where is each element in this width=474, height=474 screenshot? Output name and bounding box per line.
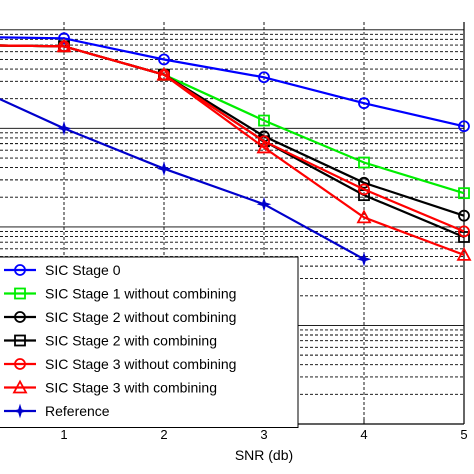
legend-label: SIC Stage 1 without combining	[45, 286, 236, 302]
legend-label: SIC Stage 3 without combining	[45, 356, 236, 372]
series-line	[0, 36, 465, 128]
series-5	[0, 38, 472, 261]
series-4	[0, 40, 470, 238]
legend-marker	[14, 264, 26, 276]
data-point	[56, 120, 72, 136]
series-1	[0, 40, 470, 200]
legend-marker	[14, 334, 26, 347]
data-point	[156, 66, 172, 81]
data-point	[58, 32, 70, 45]
legend-entry: SIC Stage 3 without combining	[4, 356, 236, 372]
legend-marker	[12, 379, 28, 394]
legend-label: SIC Stage 3 with combining	[45, 380, 217, 396]
x-tick-label: 5	[460, 427, 467, 442]
data-point	[358, 97, 370, 110]
x-axis-label: SNR (db)	[235, 447, 293, 463]
series-0	[0, 32, 470, 133]
legend-marker	[14, 311, 26, 323]
data-point	[358, 156, 370, 169]
legend-entry: Reference	[4, 403, 110, 419]
data-point	[458, 187, 470, 200]
x-tick-label: 1	[60, 427, 67, 442]
data-point	[358, 176, 370, 189]
data-point	[158, 53, 170, 66]
legend-entry: SIC Stage 3 with combining	[4, 380, 217, 396]
data-point	[458, 231, 470, 243]
x-tick-labels: 1 2 3 4 5	[60, 427, 467, 442]
data-point	[356, 209, 372, 224]
legend-entry: SIC Stage 2 without combining	[4, 309, 236, 325]
legend-marker	[14, 358, 26, 370]
legend-box	[0, 256, 299, 428]
legend-label: Reference	[45, 403, 110, 419]
data-point	[256, 139, 272, 154]
legend-label: SIC Stage 2 with combining	[45, 333, 217, 349]
series-line	[0, 98, 365, 261]
data-point	[156, 161, 172, 177]
data-point	[56, 38, 72, 53]
data-point	[258, 71, 270, 84]
series-lines	[0, 32, 472, 267]
data-point	[256, 196, 272, 212]
legend-label: SIC Stage 0	[45, 262, 121, 278]
data-point	[458, 225, 470, 238]
x-tick-label: 3	[260, 427, 267, 442]
data-point	[458, 209, 470, 222]
data-point	[356, 251, 372, 267]
data-point	[456, 247, 472, 261]
x-tick-label: 4	[360, 427, 367, 442]
x-tick-label: 2	[160, 427, 167, 442]
legend-entry: SIC Stage 2 with combining	[4, 333, 217, 349]
legend-label: SIC Stage 2 without combining	[45, 309, 236, 325]
legend-entry: SIC Stage 1 without combining	[4, 286, 236, 302]
legend-marker	[12, 403, 28, 419]
series-6	[0, 98, 372, 267]
data-point	[458, 120, 470, 133]
legend: SIC Stage 0 SIC Stage 1 without combining…	[0, 256, 299, 428]
series-line	[0, 44, 465, 239]
legend-marker	[14, 287, 26, 300]
legend-entry: SIC Stage 0	[4, 262, 121, 278]
data-point	[358, 183, 370, 196]
series-line	[0, 44, 465, 256]
data-point	[258, 114, 270, 127]
